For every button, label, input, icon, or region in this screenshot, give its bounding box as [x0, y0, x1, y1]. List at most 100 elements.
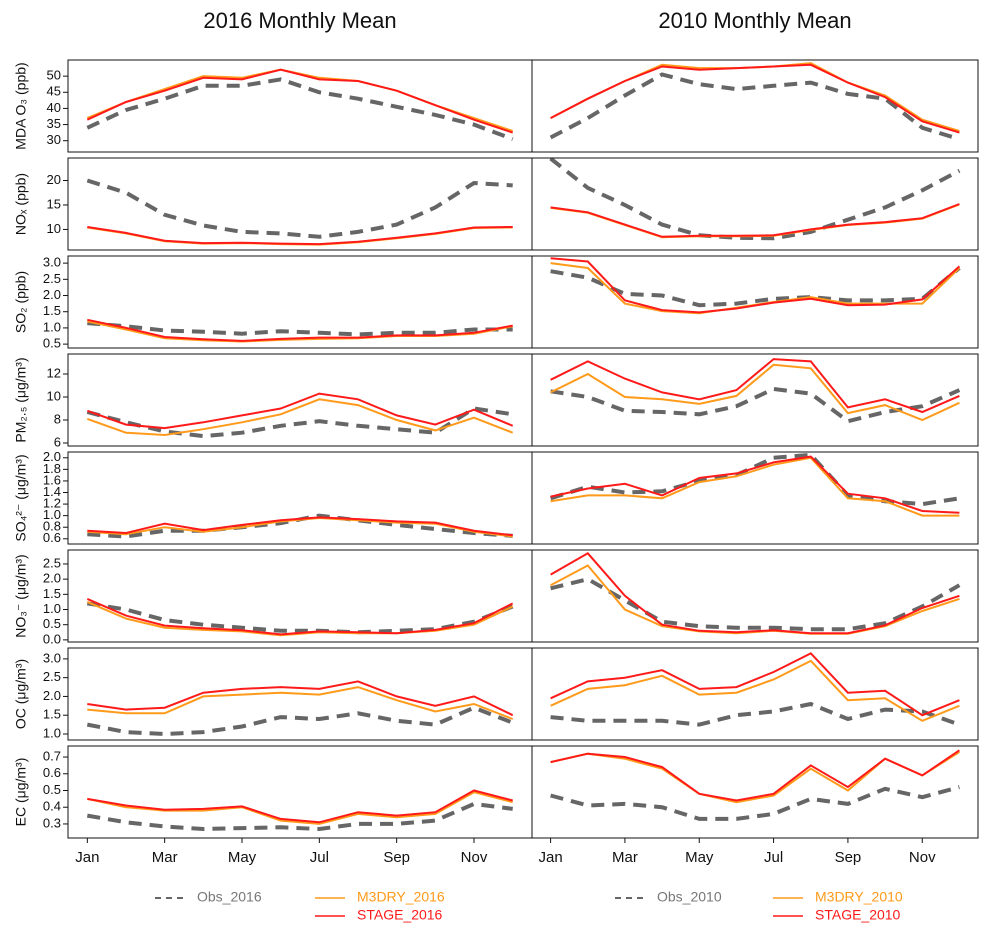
- y-axis-label: SO₄²⁻ (μg/m³): [13, 454, 29, 541]
- y-tick-label: 2.5: [43, 669, 61, 684]
- panel: [67, 745, 533, 839]
- legend-label: STAGE_2010: [815, 907, 901, 923]
- y-tick-label: 0.5: [43, 336, 61, 351]
- model-line: [87, 516, 513, 537]
- y-tick-label: 10: [47, 388, 61, 403]
- model-line: [87, 789, 513, 824]
- y-tick-label: 1.0: [43, 319, 61, 334]
- legend-label: STAGE_2016: [357, 907, 443, 923]
- x-tick-label: May: [228, 849, 257, 866]
- model-line: [550, 63, 960, 134]
- y-tick-label: 6: [54, 434, 61, 449]
- y-tick-label: 3.0: [43, 255, 61, 270]
- y-axis-label: EC (μg/m³): [13, 758, 29, 827]
- y-tick-label: 2.0: [43, 571, 61, 586]
- y-tick-label: 0.4: [43, 799, 61, 814]
- y-tick-label: 0.0: [43, 631, 61, 646]
- model-line: [550, 358, 960, 414]
- legend-label: Obs_2010: [657, 889, 722, 905]
- obs-line: [550, 576, 961, 632]
- y-tick-label: 1.4: [43, 484, 61, 499]
- y-axis-label: SO₂ (ppb): [13, 271, 29, 333]
- column-title: 2010 Monthly Mean: [658, 8, 851, 33]
- y-tick-label: 0.5: [43, 782, 61, 797]
- model-line: [550, 751, 960, 804]
- y-tick-label: 1.2: [43, 496, 61, 511]
- x-tick-label: Sep: [835, 849, 862, 866]
- panel-frame: [531, 353, 979, 447]
- panel: [67, 549, 533, 643]
- model-line: [550, 552, 960, 635]
- y-axis-label: NO₃⁻ (μg/m³): [13, 554, 29, 637]
- model-line: [87, 680, 514, 717]
- panel: [67, 157, 533, 251]
- y-tick-label: 1.0: [43, 725, 61, 740]
- model-line: [550, 456, 960, 517]
- y-tick-label: 2.5: [43, 555, 61, 570]
- obs-line: [86, 801, 513, 832]
- y-tick-label: 1.5: [43, 586, 61, 601]
- legend-label: M3DRY_2010: [815, 889, 903, 905]
- y-tick-label: 30: [47, 132, 61, 147]
- y-tick-label: 15: [47, 196, 61, 211]
- panel-frame: [531, 745, 979, 839]
- y-tick-label: 0.7: [43, 748, 61, 763]
- model-line: [550, 363, 960, 422]
- panel-frame: [531, 255, 979, 349]
- model-line: [87, 318, 513, 342]
- panel: [531, 647, 979, 741]
- model-line: [86, 597, 514, 636]
- obs-line: [86, 178, 513, 239]
- panel: [67, 647, 533, 741]
- obs-line: [87, 321, 513, 337]
- model-line: [86, 68, 514, 132]
- model-line: [550, 62, 960, 132]
- panel: [531, 353, 979, 447]
- obs-line: [550, 452, 960, 507]
- model-line: [550, 564, 960, 635]
- panel-frame: [531, 451, 979, 545]
- y-tick-label: 12: [47, 365, 61, 380]
- model-line: [87, 686, 514, 720]
- x-tick-label: Jan: [538, 849, 562, 866]
- obs-line: [86, 77, 514, 141]
- y-tick-label: 8: [54, 411, 61, 426]
- x-tick-label: Nov: [461, 849, 488, 866]
- model-line: [87, 791, 513, 825]
- panel: [531, 745, 979, 839]
- y-tick-label: 1.5: [43, 303, 61, 318]
- x-tick-label: Jan: [75, 849, 99, 866]
- y-axis-label: OC (μg/m³): [13, 659, 29, 729]
- x-tick-label: Mar: [152, 849, 178, 866]
- y-tick-label: 10: [47, 221, 61, 236]
- y-axis-label: NOₓ (ppb): [13, 173, 29, 235]
- panel: [531, 451, 979, 545]
- model-line: [86, 68, 514, 134]
- y-tick-label: 2.0: [43, 287, 61, 302]
- legend-label: Obs_2016: [197, 889, 262, 905]
- panel-frame: [531, 59, 979, 153]
- y-tick-label: 1.5: [43, 707, 61, 722]
- obs-line: [550, 266, 961, 308]
- y-tick-label: 2.0: [43, 688, 61, 703]
- x-tick-label: Sep: [383, 849, 410, 866]
- obs-line: [86, 705, 514, 737]
- y-tick-label: 20: [47, 172, 61, 187]
- y-tick-label: 0.5: [43, 616, 61, 631]
- panel-frame: [531, 549, 979, 643]
- x-tick-label: Jul: [764, 849, 783, 866]
- y-tick-label: 1.0: [43, 507, 61, 522]
- y-tick-label: 0.8: [43, 519, 61, 534]
- panel: [67, 255, 533, 349]
- model-line: [550, 257, 961, 314]
- obs-line: [549, 158, 961, 241]
- y-tick-label: 3.0: [43, 650, 61, 665]
- obs-line: [550, 785, 960, 821]
- legend-label: M3DRY_2016: [357, 889, 445, 905]
- panel: [67, 451, 533, 545]
- panel: [67, 59, 533, 153]
- model-line: [550, 455, 960, 514]
- model-line: [87, 226, 513, 246]
- y-tick-label: 1.6: [43, 472, 61, 487]
- y-axis-label: PM₂.₅ (μg/m³): [13, 357, 29, 442]
